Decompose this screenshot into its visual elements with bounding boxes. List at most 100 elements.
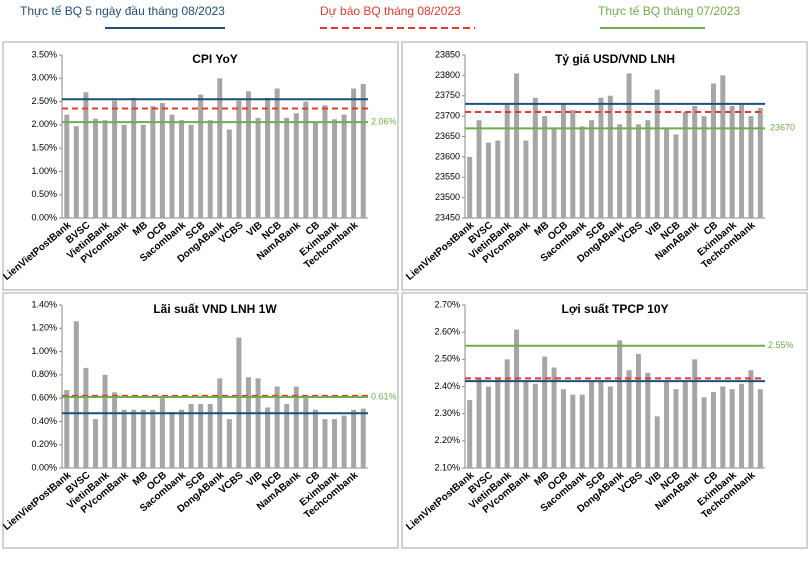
bar <box>284 403 290 468</box>
y-tick-label: 0.00% <box>31 212 57 222</box>
bar <box>236 100 242 218</box>
bar <box>692 105 698 218</box>
bar <box>360 408 366 468</box>
bar <box>645 120 651 218</box>
bar <box>579 126 585 218</box>
bar <box>682 381 688 468</box>
legend-band <box>0 0 812 38</box>
bar <box>159 398 165 468</box>
bar <box>729 105 735 218</box>
bar <box>217 78 223 219</box>
bar <box>332 419 338 468</box>
bar <box>570 394 576 468</box>
bar <box>589 381 595 468</box>
bar <box>140 124 146 218</box>
bar <box>514 329 520 468</box>
bar <box>710 391 716 468</box>
y-tick-label: 23750 <box>435 90 460 100</box>
bar <box>351 409 357 468</box>
bar <box>322 419 328 468</box>
y-tick-label: 1.40% <box>31 299 57 309</box>
y-tick-label: 0.20% <box>31 439 57 449</box>
y-tick-label: 23800 <box>435 70 460 80</box>
y-tick-label: 0.40% <box>31 416 57 426</box>
panel <box>401 41 808 291</box>
bar <box>150 106 156 218</box>
bar <box>523 381 529 468</box>
bar <box>188 124 194 218</box>
chart-title: Tỷ giá USD/VND LNH <box>555 52 675 66</box>
bar <box>626 370 632 468</box>
y-tick-label: 2.10% <box>434 462 460 472</box>
bar <box>485 386 491 468</box>
reference-label: 2.55% <box>768 340 794 350</box>
y-tick-label: 23450 <box>435 212 460 222</box>
chart-title: CPI YoY <box>192 52 238 66</box>
bar <box>83 92 89 218</box>
bar <box>274 386 280 468</box>
bar <box>255 117 261 218</box>
bar <box>523 140 529 218</box>
y-tick-label: 23500 <box>435 192 460 202</box>
bar <box>245 377 251 468</box>
y-tick-label: 2.50% <box>434 354 460 364</box>
bar <box>664 381 670 468</box>
bar <box>645 372 651 468</box>
bar <box>102 120 108 218</box>
y-tick-label: 3.00% <box>31 73 57 83</box>
panel <box>401 292 808 549</box>
bar <box>617 340 623 468</box>
bar <box>748 116 754 218</box>
bar <box>476 378 482 468</box>
bar <box>112 392 118 468</box>
bar <box>654 416 660 468</box>
bar <box>121 409 127 468</box>
y-tick-label: 0.80% <box>31 369 57 379</box>
bar <box>551 128 557 218</box>
bar <box>542 116 548 218</box>
bar <box>131 409 137 468</box>
y-tick-label: 3.50% <box>31 49 57 59</box>
bar <box>159 102 165 218</box>
bar <box>332 119 338 218</box>
bar <box>748 370 754 468</box>
bar <box>504 103 510 218</box>
bar <box>226 419 232 468</box>
bar <box>617 124 623 218</box>
reference-label: 0.61% <box>371 391 397 401</box>
chart-title: Lợi suất TPCP 10Y <box>561 302 668 316</box>
bar <box>303 398 309 468</box>
bar <box>467 400 473 468</box>
y-tick-label: 0.00% <box>31 462 57 472</box>
bar <box>682 112 688 218</box>
bar <box>255 378 261 468</box>
bar <box>293 386 299 468</box>
bar <box>495 378 501 468</box>
bar <box>245 91 251 218</box>
bar <box>150 409 156 468</box>
bar <box>198 94 204 218</box>
bar <box>757 389 763 468</box>
y-tick-label: 2.20% <box>434 435 460 445</box>
y-tick-label: 1.00% <box>31 346 57 356</box>
bar <box>312 409 318 468</box>
y-tick-label: 23550 <box>435 172 460 182</box>
bar <box>551 367 557 468</box>
y-tick-label: 2.70% <box>434 299 460 309</box>
bar <box>179 120 185 218</box>
y-tick-label: 2.60% <box>434 327 460 337</box>
bar <box>673 389 679 468</box>
bar <box>322 105 328 218</box>
legend-label: Dự báo BQ tháng 08/2023 <box>320 4 461 18</box>
bar <box>112 100 118 218</box>
bar <box>179 409 185 468</box>
bar <box>598 381 604 468</box>
y-tick-label: 1.20% <box>31 323 57 333</box>
y-tick-label: 1.50% <box>31 143 57 153</box>
bar <box>495 140 501 218</box>
bar <box>570 110 576 218</box>
y-tick-label: 0.50% <box>31 189 57 199</box>
bar <box>274 88 280 218</box>
bar <box>560 103 566 218</box>
